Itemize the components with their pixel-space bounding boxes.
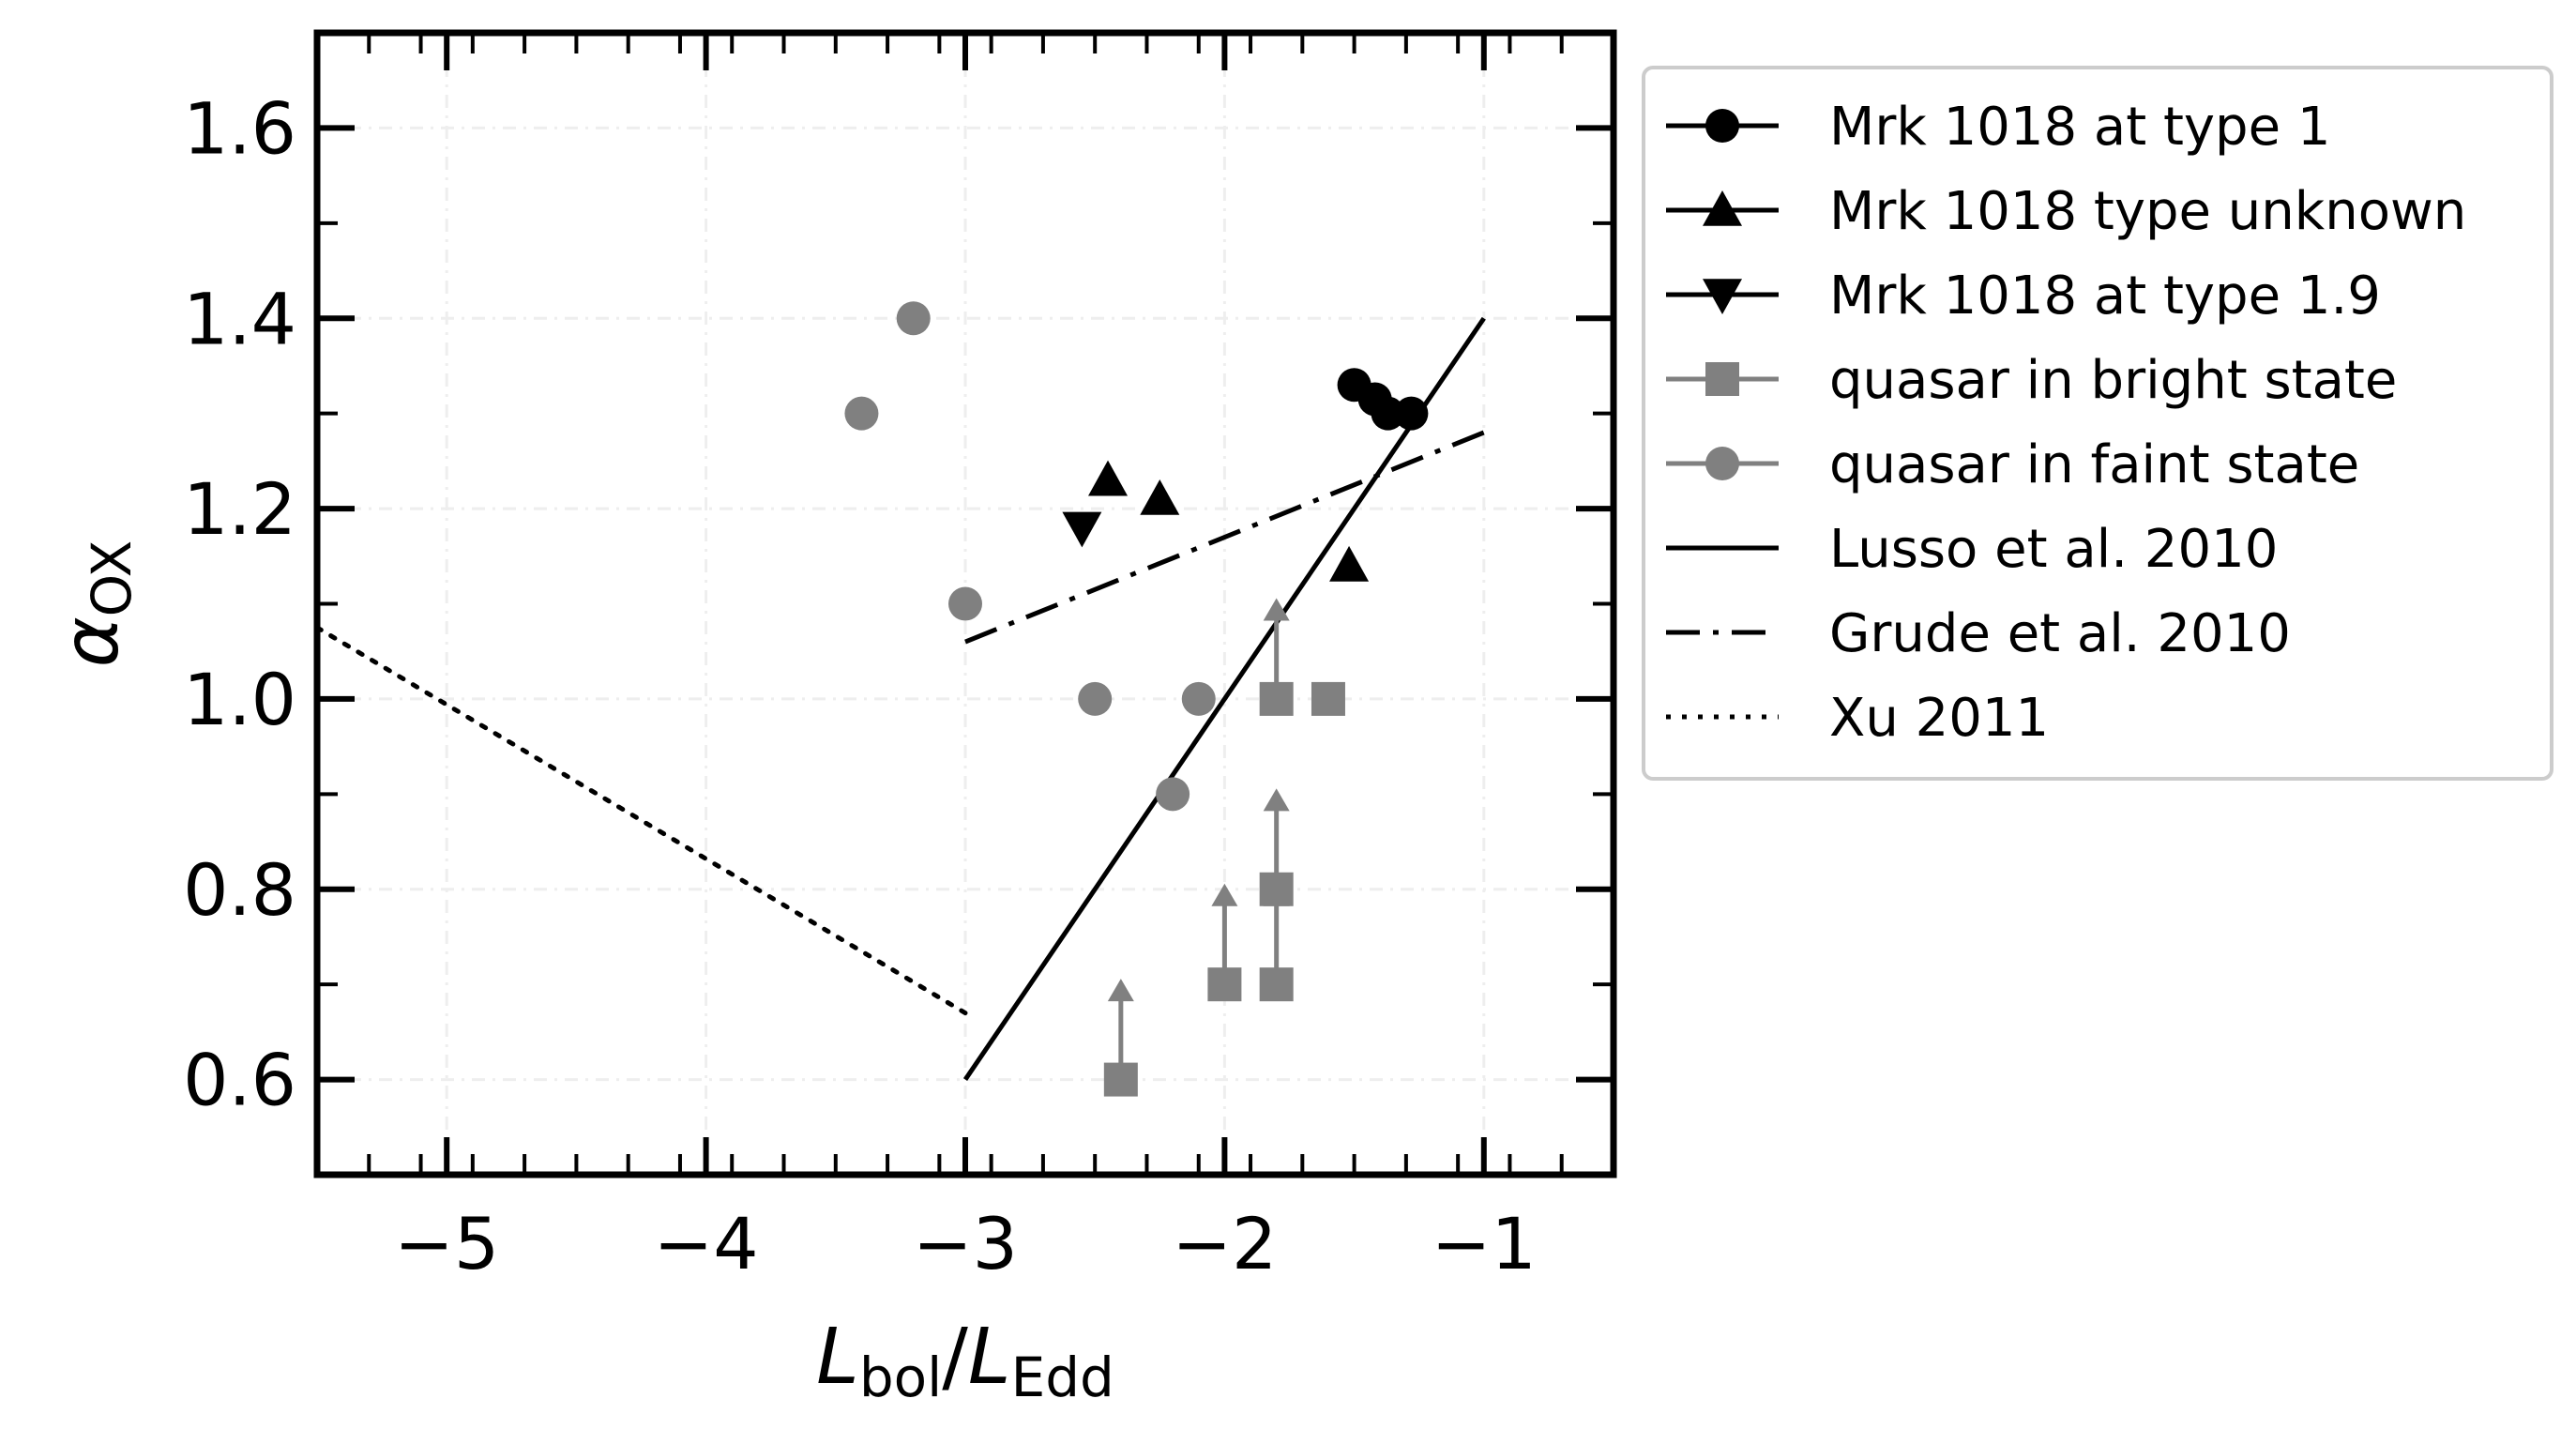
series-xu-2011 <box>314 625 968 1016</box>
x-tick-label: −3 <box>913 1202 1018 1285</box>
data-point <box>844 396 879 431</box>
plot-series <box>314 301 1486 1097</box>
series-quasar-in-faint-state <box>844 301 1216 812</box>
y-tick-label: 1.6 <box>183 86 296 170</box>
y-axis-label: αOX <box>47 540 144 668</box>
y-tick-label: 0.6 <box>183 1039 296 1122</box>
legend: Mrk 1018 at type 1 Mrk 1018 type unknown M… <box>1642 66 2553 781</box>
data-point <box>1156 777 1190 812</box>
legend-label: Mrk 1018 at type 1.9 <box>1829 266 2381 327</box>
series-mrk-1018-at-type-1 <box>1337 368 1429 431</box>
y-tick-label: 1.0 <box>183 658 296 741</box>
data-point <box>1207 967 1242 1002</box>
legend-entry: Mrk 1018 at type 1 <box>1666 97 2331 158</box>
legend-entry: quasar in bright state <box>1666 350 2397 411</box>
legend-entry: quasar in faint state <box>1666 434 2359 495</box>
y-tick-label: 0.8 <box>183 848 296 932</box>
limit-arrow-head <box>1263 883 1290 906</box>
x-tick-label: −1 <box>1432 1202 1537 1285</box>
series-line <box>964 430 1485 645</box>
legend-label: quasar in bright state <box>1829 350 2397 411</box>
data-point <box>1259 681 1294 716</box>
data-point <box>1181 681 1216 716</box>
legend-entry: Mrk 1018 type unknown <box>1666 181 2466 242</box>
data-point <box>1311 681 1345 716</box>
y-tick-label: 1.4 <box>183 277 296 360</box>
legend-marker <box>1705 109 1739 143</box>
series-lusso-et-al-2010 <box>962 316 1486 1081</box>
data-point <box>1329 545 1370 582</box>
series-line <box>962 316 1486 1081</box>
data-point <box>1103 1062 1138 1097</box>
legend-label: Xu 2011 <box>1829 688 2049 749</box>
series-quasar-in-bright-state <box>1103 598 1345 1097</box>
series-grude-et-al-2010 <box>964 430 1485 645</box>
legend-marker <box>1703 190 1742 226</box>
series-mrk-1018-at-type-1-9 <box>1062 511 1102 548</box>
legend-label: quasar in faint state <box>1829 434 2359 495</box>
legend-marker <box>1703 279 1742 314</box>
legend-entry: Mrk 1018 at type 1.9 <box>1666 266 2381 327</box>
limit-arrow-head <box>1263 598 1290 621</box>
data-point <box>1259 967 1294 1002</box>
data-point <box>1062 511 1102 548</box>
limit-arrow-head <box>1107 979 1134 1002</box>
legend-label: Mrk 1018 type unknown <box>1829 181 2466 242</box>
limit-arrow-head <box>1263 788 1290 812</box>
data-point <box>1140 479 1180 515</box>
legend-entry: Lusso et al. 2010 <box>1666 519 2278 580</box>
y-tick-label: 1.2 <box>183 467 296 551</box>
legend-marker <box>1705 447 1739 480</box>
data-point <box>1394 396 1429 431</box>
series-line <box>314 625 968 1016</box>
axis-ticks <box>317 31 1614 1177</box>
legend-label: Grude et al. 2010 <box>1829 603 2291 664</box>
data-point <box>1088 460 1129 496</box>
legend-entry: Xu 2011 <box>1666 688 2049 749</box>
data-point <box>1078 681 1113 716</box>
tick-labels: −5 −4 −3 −2 −1 0.6 0.8 1.0 1.2 1.4 1.6 <box>183 86 1537 1285</box>
data-point <box>896 301 931 336</box>
legend-label: Mrk 1018 at type 1 <box>1829 97 2331 158</box>
x-tick-label: −5 <box>394 1202 499 1285</box>
data-point <box>1371 396 1405 431</box>
legend-marker <box>1705 362 1739 396</box>
x-axis-label: Lbol/LEdd <box>816 1313 1114 1409</box>
limit-arrow-head <box>1211 883 1238 906</box>
series-mrk-1018-type-unknown <box>1088 460 1370 582</box>
x-tick-label: −4 <box>654 1202 759 1285</box>
legend-label: Lusso et al. 2010 <box>1829 519 2278 580</box>
legend-entry: Grude et al. 2010 <box>1666 603 2291 664</box>
legend-box <box>1642 66 2553 781</box>
data-point <box>948 586 982 621</box>
x-tick-label: −2 <box>1172 1202 1277 1285</box>
